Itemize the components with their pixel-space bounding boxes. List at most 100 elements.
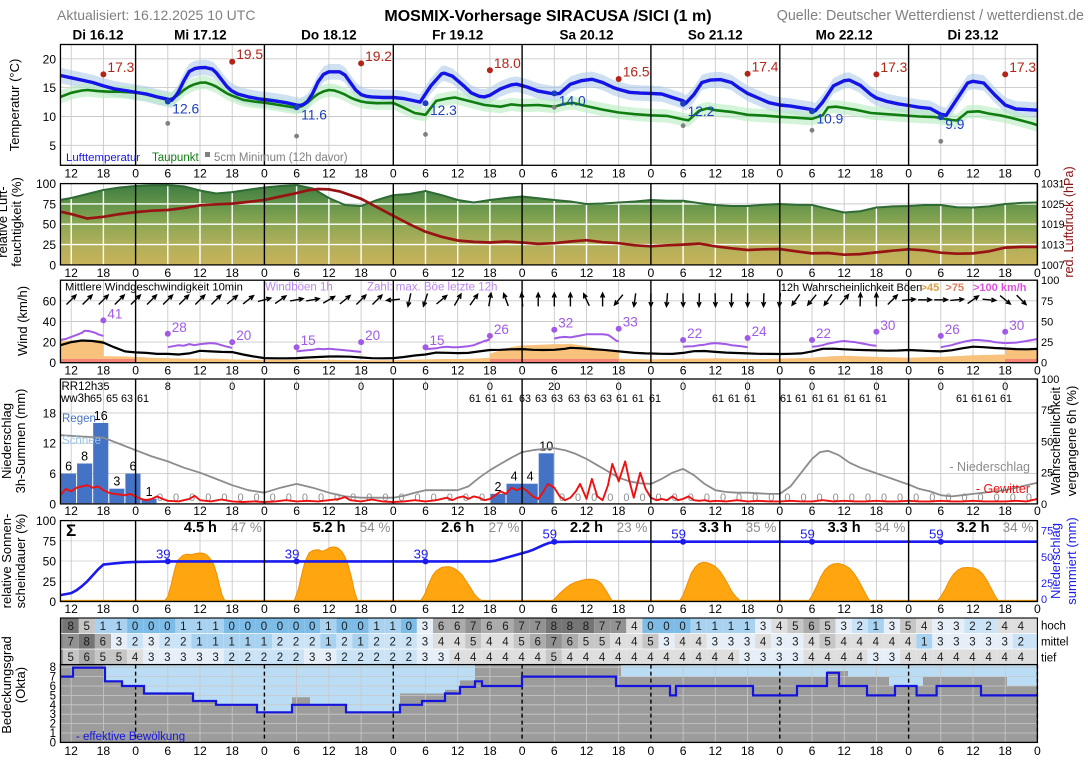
svg-text:Zahl: max. Böe letzte 12h: Zahl: max. Böe letzte 12h	[367, 282, 497, 294]
svg-text:0: 0	[800, 492, 806, 504]
svg-text:61: 61	[795, 393, 807, 405]
svg-text:75: 75	[1041, 296, 1053, 308]
svg-text:3: 3	[438, 652, 444, 664]
svg-text:34 %: 34 %	[1003, 520, 1034, 535]
svg-text:6: 6	[937, 364, 944, 378]
svg-text:24: 24	[752, 324, 768, 339]
svg-text:50: 50	[43, 555, 57, 569]
svg-text:6: 6	[422, 504, 429, 518]
svg-text:Taupunkt: Taupunkt	[152, 152, 199, 164]
svg-text:0: 0	[49, 258, 56, 272]
svg-text:3: 3	[148, 652, 154, 664]
svg-text:0: 0	[913, 492, 919, 504]
svg-text:1: 1	[325, 637, 331, 649]
svg-text:7: 7	[470, 621, 476, 633]
svg-text:6: 6	[293, 166, 300, 180]
svg-text:Schnee: Schnee	[62, 435, 101, 447]
svg-text:5: 5	[599, 637, 605, 649]
svg-text:1: 1	[212, 637, 218, 649]
svg-text:10.9: 10.9	[817, 111, 844, 126]
svg-text:0: 0	[849, 492, 855, 504]
svg-text:- effektive Bewölkung: - effektive Bewölkung	[76, 731, 185, 743]
svg-text:1: 1	[212, 621, 218, 633]
svg-text:26: 26	[494, 322, 509, 337]
svg-text:RR12h: RR12h	[62, 381, 98, 393]
svg-text:18: 18	[354, 504, 368, 518]
svg-text:3: 3	[776, 652, 782, 664]
svg-text:8: 8	[81, 450, 88, 464]
svg-text:3: 3	[889, 652, 895, 664]
svg-text:0: 0	[776, 266, 783, 280]
svg-text:0: 0	[270, 492, 276, 504]
svg-text:0: 0	[1034, 744, 1041, 758]
svg-text:20: 20	[43, 336, 57, 350]
svg-text:18: 18	[870, 744, 884, 758]
svg-text:22: 22	[687, 326, 702, 341]
svg-text:4: 4	[905, 637, 912, 649]
svg-text:0: 0	[50, 737, 56, 749]
svg-text:4: 4	[905, 652, 912, 664]
svg-text:18: 18	[483, 166, 497, 180]
svg-text:18: 18	[97, 504, 111, 518]
svg-text:6: 6	[937, 266, 944, 280]
svg-text:6: 6	[164, 744, 171, 758]
svg-text:12: 12	[580, 744, 594, 758]
svg-text:1: 1	[50, 728, 56, 740]
svg-text:18: 18	[870, 364, 884, 378]
svg-text:18: 18	[354, 744, 368, 758]
svg-text:0: 0	[132, 364, 139, 378]
svg-text:7: 7	[50, 672, 56, 684]
svg-text:0: 0	[833, 492, 839, 504]
svg-text:3: 3	[422, 652, 428, 664]
svg-text:18: 18	[483, 504, 497, 518]
svg-text:0: 0	[390, 364, 397, 378]
svg-text:Fr 19.12: Fr 19.12	[432, 28, 483, 43]
svg-text:3: 3	[760, 621, 766, 633]
svg-text:0: 0	[398, 492, 404, 504]
svg-text:34 %: 34 %	[875, 520, 906, 535]
svg-text:0: 0	[616, 381, 622, 393]
svg-text:63: 63	[600, 393, 612, 405]
svg-text:1: 1	[245, 637, 251, 649]
svg-text:7: 7	[518, 621, 524, 633]
svg-text:>45: >45	[921, 282, 940, 294]
svg-text:0: 0	[648, 266, 655, 280]
svg-text:75: 75	[43, 534, 57, 548]
svg-text:12: 12	[709, 364, 723, 378]
svg-text:3: 3	[325, 652, 331, 664]
svg-text:0: 0	[357, 621, 363, 633]
svg-text:0: 0	[49, 497, 56, 511]
svg-text:18: 18	[998, 364, 1012, 378]
svg-text:18: 18	[225, 744, 239, 758]
svg-text:0: 0	[261, 364, 268, 378]
svg-text:17.3: 17.3	[880, 60, 907, 75]
svg-text:0: 0	[390, 266, 397, 280]
svg-text:Sa 20.12: Sa 20.12	[559, 28, 613, 43]
svg-text:1019: 1019	[1041, 219, 1065, 231]
svg-text:0: 0	[776, 602, 783, 616]
svg-text:0: 0	[1026, 492, 1032, 504]
svg-text:hoch: hoch	[1041, 621, 1066, 633]
svg-text:18: 18	[97, 166, 111, 180]
svg-text:32: 32	[558, 316, 573, 331]
svg-text:0: 0	[132, 621, 138, 633]
svg-text:61: 61	[137, 393, 149, 405]
svg-text:19.5: 19.5	[236, 47, 263, 62]
svg-text:12: 12	[709, 504, 723, 518]
svg-text:12: 12	[193, 744, 207, 758]
svg-text:2: 2	[985, 621, 991, 633]
svg-text:1: 1	[146, 485, 153, 499]
svg-text:6: 6	[680, 166, 687, 180]
svg-text:0: 0	[647, 621, 653, 633]
svg-text:12: 12	[322, 364, 336, 378]
svg-text:12: 12	[709, 744, 723, 758]
svg-text:25: 25	[1041, 578, 1053, 590]
svg-text:25: 25	[43, 238, 57, 252]
svg-text:6: 6	[50, 681, 56, 693]
svg-text:100: 100	[36, 177, 56, 191]
svg-text:12: 12	[580, 266, 594, 280]
svg-text:0: 0	[519, 166, 526, 180]
svg-text:2: 2	[164, 637, 170, 649]
svg-text:0: 0	[745, 381, 751, 393]
svg-text:1: 1	[261, 637, 267, 649]
